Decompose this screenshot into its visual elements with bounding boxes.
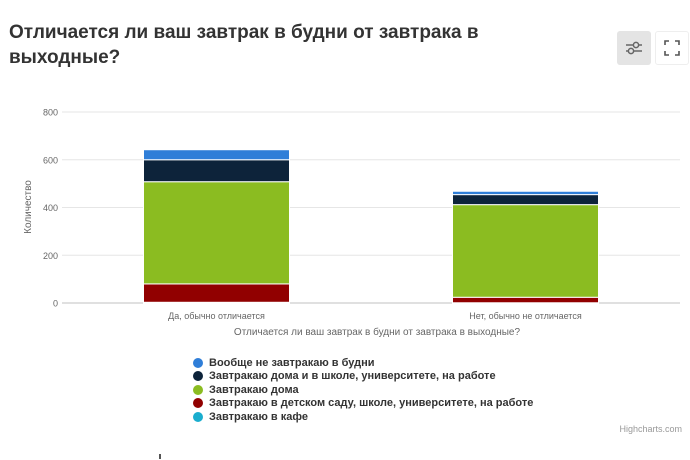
legend-marker xyxy=(193,384,203,395)
bar-segment[interactable] xyxy=(143,181,290,285)
bar-segment[interactable] xyxy=(452,204,599,298)
legend-item[interactable]: Завтракаю дома и в школе, университете, … xyxy=(193,370,533,384)
bar-segment[interactable] xyxy=(143,283,290,303)
bar-segment[interactable] xyxy=(143,149,290,161)
chart-title: Отличается ли ваш завтрак в будни от зав… xyxy=(9,22,479,68)
y-tick-label: 200 xyxy=(43,251,58,261)
legend-label: Вообще не завтракаю в будни xyxy=(209,356,375,369)
legend-marker xyxy=(193,357,203,368)
filter-button[interactable] xyxy=(617,31,651,65)
bar-segment[interactable] xyxy=(452,296,599,304)
legend-label: Завтракаю в детском саду, школе, универс… xyxy=(209,397,534,410)
legend-label: Завтракаю дома и в школе, университете, … xyxy=(209,370,496,383)
stacked-bar-chart: 0 200 400 600 800 Да, обычно отличается Нет, о… xyxy=(23,108,680,338)
chart-legend: Вообще не завтракаю в будни Завтракаю дом… xyxy=(193,356,533,424)
bar-segment[interactable] xyxy=(452,190,599,196)
y-tick-label: 600 xyxy=(43,155,58,165)
page-marker xyxy=(159,454,161,459)
legend-marker xyxy=(193,411,203,422)
legend-label: Завтракаю в кафе xyxy=(209,410,308,423)
bar-segment[interactable] xyxy=(143,159,290,183)
legend-marker xyxy=(193,371,203,382)
x-axis-title: Отличается ли ваш завтрак в будни от зав… xyxy=(234,326,521,338)
y-tick-label: 400 xyxy=(43,203,58,213)
y-axis-title: Количество xyxy=(23,180,34,234)
x-tick-label: Нет, обычно не отличается xyxy=(469,311,582,321)
sliders-icon xyxy=(626,41,642,55)
legend-item[interactable]: Вообще не завтракаю в будни xyxy=(193,356,533,370)
y-tick-label: 800 xyxy=(43,108,58,118)
credits-link[interactable]: Highcharts.com xyxy=(619,424,682,434)
legend-label: Завтракаю дома xyxy=(209,383,299,396)
legend-item[interactable]: Завтракаю дома xyxy=(193,383,533,397)
fullscreen-button[interactable] xyxy=(655,31,689,65)
fullscreen-icon xyxy=(664,40,680,56)
legend-item[interactable]: Завтракаю в детском саду, школе, универс… xyxy=(193,397,533,411)
bar-segment[interactable] xyxy=(452,194,599,206)
legend-marker xyxy=(193,398,203,409)
legend-item[interactable]: Завтракаю в кафе xyxy=(193,410,533,424)
x-tick-label: Да, обычно отличается xyxy=(168,311,265,321)
y-tick-label: 0 xyxy=(53,299,58,309)
